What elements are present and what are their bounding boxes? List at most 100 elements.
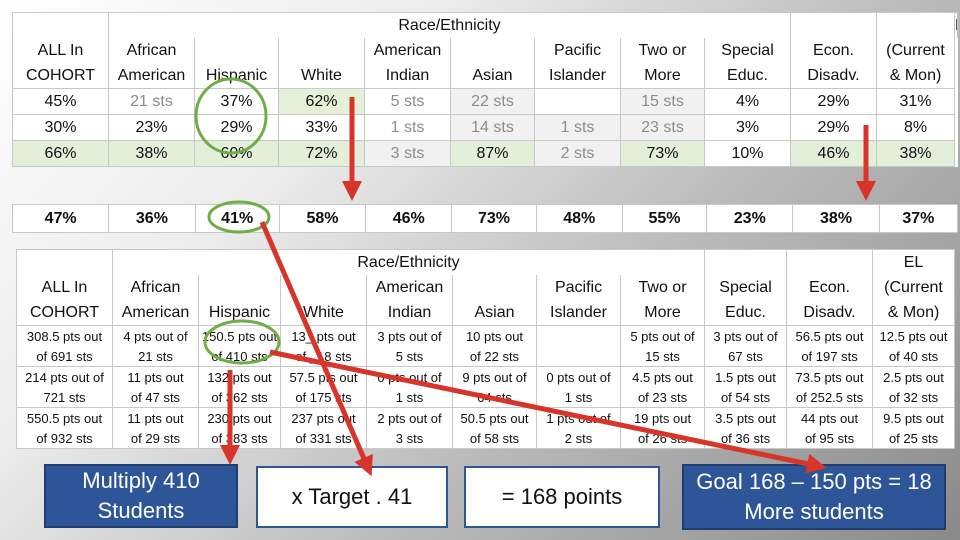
table-cell: 3%	[703, 114, 792, 141]
el-header-line1: EL	[954, 12, 958, 38]
cell-line1: 0 pts out of	[366, 366, 453, 387]
table-row: 214 pts out of 11 pts out 132 pts out 57…	[16, 366, 956, 387]
cell-line2: of 252.5 sts	[786, 387, 874, 408]
cell-line1: 550.5 pts out	[16, 407, 113, 428]
table-cell: 4%	[703, 88, 792, 115]
col-header: Islander	[536, 300, 621, 326]
cell-line2: of 691 sts	[16, 346, 113, 367]
cell-line1: 56.5 pts out	[786, 325, 874, 346]
cell-line1: 4 pts out of	[112, 325, 199, 346]
header-cell	[790, 12, 878, 38]
col-header: Islander	[534, 63, 621, 89]
cell-line1: 0 pts out of	[536, 366, 621, 387]
cell-line2: of 197 sts	[786, 346, 874, 367]
col-header: Hispanic	[198, 300, 281, 326]
col-header: Asian	[450, 63, 535, 89]
cell-line2: 67 sts	[704, 346, 788, 367]
table-cell: 23 sts	[620, 114, 705, 141]
group-header: Race/Ethnicity	[111, 249, 706, 275]
table-cell: 23%	[706, 204, 794, 233]
col-header: Econ.	[786, 275, 874, 300]
cell-line1: 214 pts out of	[16, 366, 113, 387]
target-percent-table: 47% 36% 41% 58% 46% 73% 48% 55% 23% 38% …	[11, 204, 959, 233]
cell-line2: 21 sts	[112, 346, 199, 367]
table-cell	[534, 88, 621, 115]
col-header	[278, 38, 365, 63]
table-cell: 45%	[12, 88, 109, 115]
cell-line2: of 175 sts	[280, 387, 367, 408]
table-cell: 55%	[621, 204, 708, 233]
header-cell	[12, 12, 109, 38]
cell-line1: 57.5 pts out	[280, 366, 367, 387]
table-cell: 30%	[12, 114, 109, 141]
col-header: Two or	[619, 275, 706, 300]
header-cell	[704, 249, 788, 275]
table-row: 47% 36% 41% 58% 46% 73% 48% 55% 23% 38% …	[11, 204, 959, 233]
col-header: Educ.	[703, 63, 792, 89]
cell-line2: of 32 sts	[872, 387, 956, 408]
table-row: 721 sts of 47 sts of 362 sts of 175 sts …	[16, 387, 956, 408]
table-cell: 37%	[194, 88, 279, 115]
cell-line1: 9.5 pts out	[872, 407, 956, 428]
cell-line2: 3 sts	[366, 428, 453, 449]
cell-line2: 5 sts	[366, 346, 453, 367]
cohort-percent-table: Race/Ethnicity EL ALL In African America…	[12, 12, 958, 167]
cell-line1: 11 pts out	[112, 366, 199, 387]
cell-line1: 237 pts out	[280, 407, 367, 428]
cell-line1: 2.5 pts out	[872, 366, 956, 387]
table-cell: 73%	[451, 204, 537, 233]
cell-line1: 13_ pts out	[280, 325, 367, 346]
cell-line2: of 26 sts	[619, 428, 706, 449]
col-header: Pacific	[534, 38, 621, 63]
table-cell: 41%	[194, 204, 280, 233]
cell-line2: of 58 sts	[452, 428, 537, 449]
cohort-points-table: Race/Ethnicity EL ALL In African America…	[16, 249, 956, 449]
cell-line1: 3.5 pts out	[704, 407, 788, 428]
cell-line1: 50.5 pts out	[452, 407, 537, 428]
col-header: Asian	[452, 300, 537, 326]
col-header	[194, 38, 279, 63]
col-header: Pacific	[536, 275, 621, 300]
cell-line2: of 47 sts	[112, 387, 199, 408]
table-cell: 14 sts	[450, 114, 535, 141]
cell-line2: of 25 sts	[872, 428, 956, 449]
cell-line1: 1 pts out of	[536, 407, 621, 428]
cell-line1: 3 pts out of	[366, 325, 453, 346]
cell-line1: 9 pts out of	[452, 366, 537, 387]
table-cell: 60%	[194, 140, 279, 167]
el-header-line1: EL	[872, 249, 956, 275]
cell-line2: of 36 sts	[704, 428, 788, 449]
col-header: Educ.	[704, 300, 788, 326]
col-header: American	[366, 275, 453, 300]
table-cell: 22 sts	[450, 88, 535, 115]
table-cell: 29%	[194, 114, 279, 141]
cell-line1: 44 pts out	[786, 407, 874, 428]
cell-line1: 73.5 pts out	[786, 366, 874, 387]
col-header: American	[112, 300, 199, 326]
col-header: American	[108, 63, 195, 89]
table-cell: 31%	[876, 88, 956, 115]
cell-line2: of 383 sts	[198, 428, 281, 449]
table-row: of 932 sts of 29 sts of 383 sts of 331 s…	[16, 428, 956, 449]
table-cell: 46%	[365, 204, 453, 233]
table-cell: 73%	[620, 140, 705, 167]
table-cell: 47%	[11, 204, 110, 233]
cell-line1: 230 pts out	[198, 407, 281, 428]
cell-line2: 2 sts	[536, 428, 621, 449]
cell-line1: 19 pts out	[619, 407, 706, 428]
col-header: Disadv.	[790, 63, 878, 89]
cell-line1: 5 pts out of	[619, 325, 706, 346]
table-cell: 58%	[278, 204, 367, 233]
col-header: ALL In	[12, 38, 109, 63]
cell-line1: 12.5 pts out	[872, 325, 956, 346]
cell-line2: 1 sts	[366, 387, 453, 408]
cell-line1	[536, 325, 621, 346]
cell-line2: of 932 sts	[16, 428, 113, 449]
cell-line1: 11 pts out	[112, 407, 199, 428]
header-cell	[16, 249, 113, 275]
cell-line2: of 362 sts	[198, 387, 281, 408]
col-header: Econ.	[790, 38, 878, 63]
cell-line2: of 40 sts	[872, 346, 956, 367]
col-header	[198, 275, 281, 300]
table-cell: 37%	[878, 204, 959, 233]
